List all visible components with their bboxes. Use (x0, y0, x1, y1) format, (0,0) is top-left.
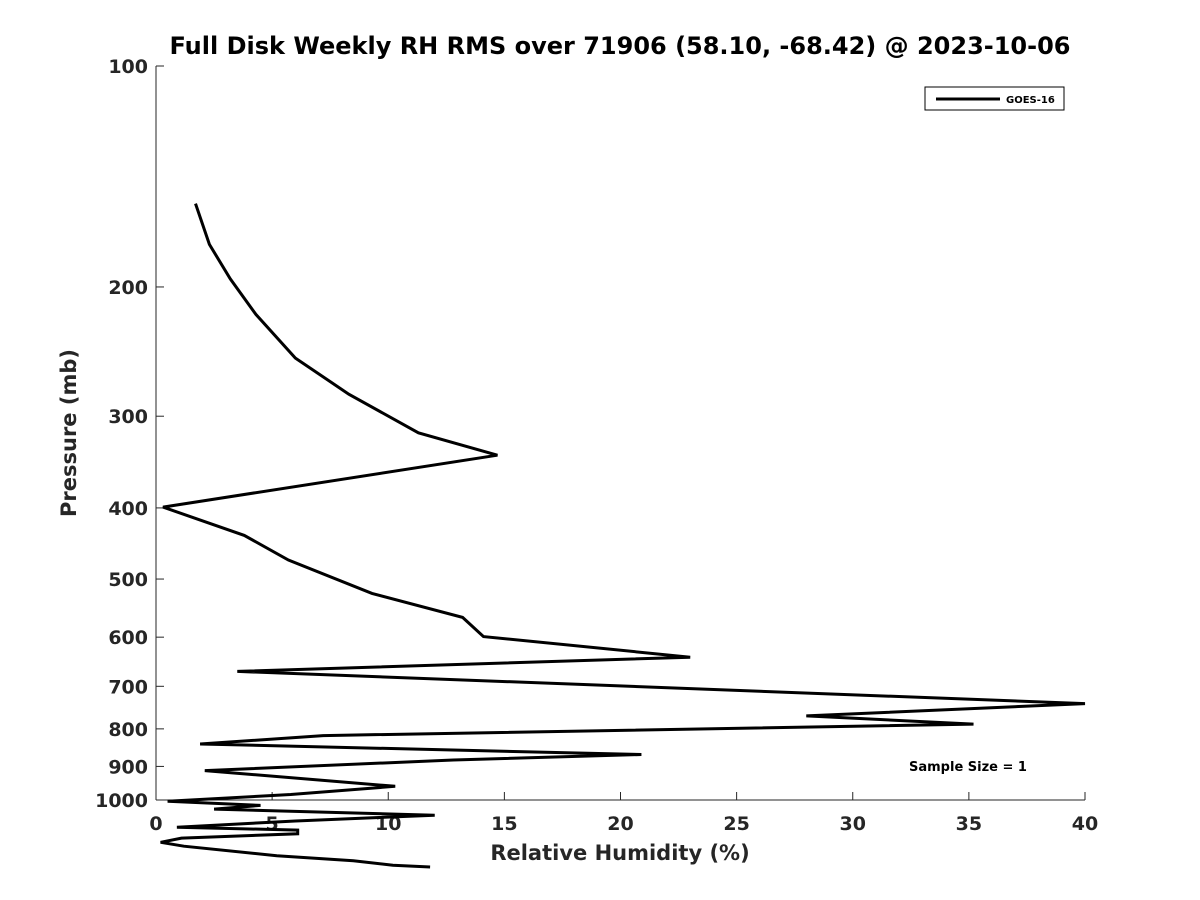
series-line-goes-16 (160, 203, 1086, 869)
x-tick-label: 0 (149, 813, 162, 835)
x-tick-label: 20 (607, 813, 633, 835)
sample-size-annotation: Sample Size = 1 (909, 760, 1027, 775)
x-tick-label: 25 (723, 813, 749, 835)
y-tick-label: 900 (108, 756, 148, 778)
x-tick-label: 5 (266, 813, 279, 835)
y-axis-label: Pressure (mb) (57, 349, 81, 517)
y-tick-label: 300 (108, 406, 148, 428)
y-tick-label: 400 (108, 498, 148, 520)
y-tick-label: 100 (108, 56, 148, 78)
legend: GOES-16 (924, 86, 1065, 111)
y-tick-label: 1000 (95, 790, 148, 812)
y-tick-label: 600 (108, 627, 148, 649)
y-tick-label: 700 (108, 676, 148, 698)
x-axis-label: Relative Humidity (%) (490, 841, 749, 865)
y-tick-label: 800 (108, 719, 148, 741)
y-tick-label: 200 (108, 277, 148, 299)
x-tick-label: 30 (840, 813, 866, 835)
x-tick-label: 15 (491, 813, 517, 835)
axes: 0 5 10 15 20 25 30 35 40100200300400500600700800… (95, 56, 1098, 835)
legend-label: GOES-16 (1006, 95, 1055, 106)
y-tick-label: 500 (108, 569, 148, 591)
chart-title: Full Disk Weekly RH RMS over 71906 (58.1… (169, 32, 1070, 60)
plot-area (160, 203, 1086, 869)
x-tick-label: 40 (1072, 813, 1098, 835)
x-tick-label: 35 (956, 813, 982, 835)
